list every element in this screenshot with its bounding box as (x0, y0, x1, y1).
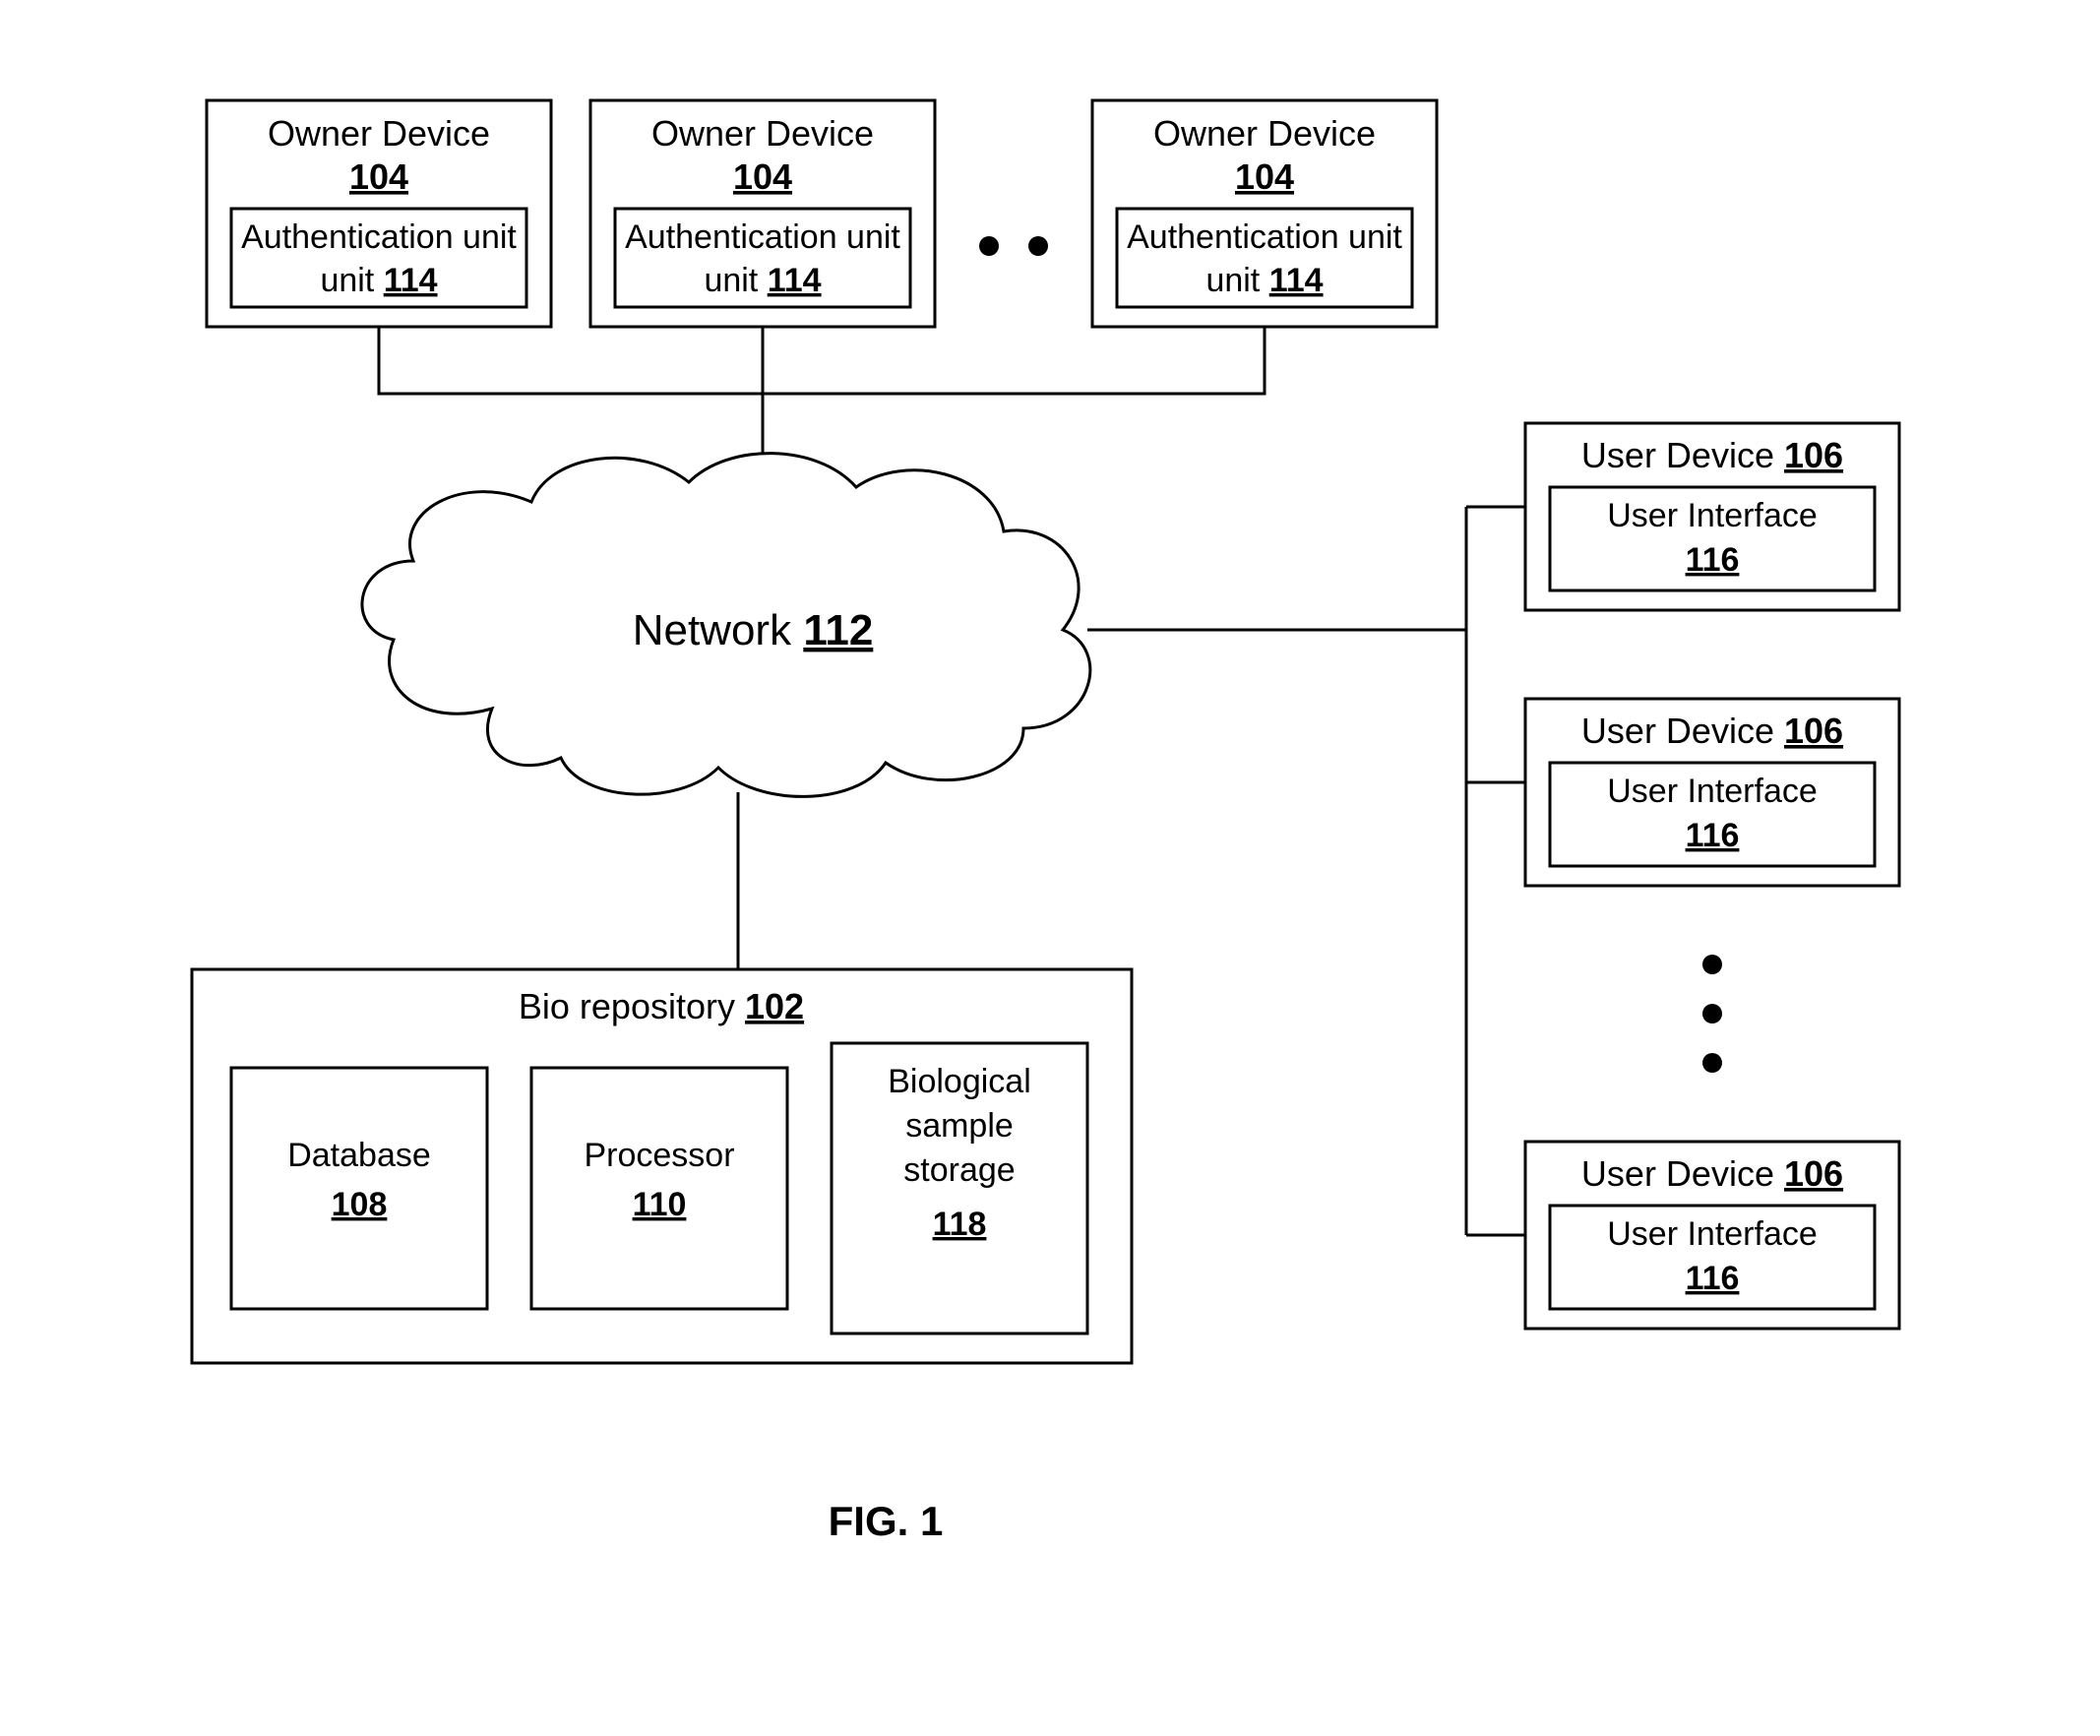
user-device-2: User Device 106 User Interface 116 (1525, 699, 1899, 886)
owner-device-3: Owner Device 104 Authentication unit uni… (1092, 100, 1437, 327)
bio-repository: Bio repository 102 Database 108 Processo… (192, 969, 1132, 1363)
bio-processor-ref: 110 (633, 1186, 687, 1223)
bio-storage-label2: sample (905, 1107, 1014, 1145)
user-device-1-title: User Device 106 (1581, 435, 1843, 475)
owner-device-3-title: Owner Device (1153, 113, 1376, 154)
ellipsis-dot-icon (1702, 1004, 1722, 1023)
bio-processor-label: Processor (584, 1137, 734, 1174)
svg-text:unit 114: unit 114 (1205, 262, 1323, 299)
user-device-3-ui-ref: 116 (1686, 1260, 1740, 1297)
user-device-2-title: User Device 106 (1581, 711, 1843, 751)
user-device-3-title: User Device 106 (1581, 1153, 1843, 1194)
system-diagram: Owner Device 104 Authentication unit uni… (0, 0, 2100, 1736)
svg-text:unit 114: unit 114 (320, 262, 437, 299)
bio-storage-label1: Biological (888, 1063, 1031, 1100)
owner-device-1-auth-label: Authentication unit (241, 218, 517, 256)
owner-bus-connector (379, 327, 1265, 394)
network-label: Network 112 (633, 606, 874, 654)
user-device-2-ui-label: User Interface (1607, 773, 1818, 810)
ellipsis-dot-icon (1702, 955, 1722, 974)
network-cloud: Network 112 (362, 454, 1090, 797)
bio-repository-title: Bio repository 102 (519, 986, 804, 1026)
user-device-1: User Device 106 User Interface 116 (1525, 423, 1899, 610)
user-device-2-ui-ref: 116 (1686, 817, 1740, 854)
user-device-1-ui-ref: 116 (1686, 541, 1740, 579)
bio-database-label: Database (287, 1137, 431, 1174)
ellipsis-dot-icon (1028, 236, 1048, 256)
owner-device-2: Owner Device 104 Authentication unit uni… (590, 100, 935, 327)
bio-database-ref: 108 (332, 1186, 388, 1223)
owner-device-1-auth-ref: 114 (384, 262, 438, 299)
owner-device-2-ref: 104 (733, 156, 792, 197)
owner-device-1: Owner Device 104 Authentication unit uni… (207, 100, 551, 327)
bio-storage-label3: storage (903, 1151, 1015, 1189)
owner-device-2-auth-ref: 114 (768, 262, 822, 299)
bio-storage-ref: 118 (933, 1206, 987, 1243)
owner-device-2-title: Owner Device (651, 113, 874, 154)
owner-device-3-auth-ref: 114 (1269, 262, 1324, 299)
figure-caption: FIG. 1 (829, 1498, 944, 1544)
svg-text:unit 114: unit 114 (704, 262, 821, 299)
user-device-3-ui-label: User Interface (1607, 1215, 1818, 1253)
user-device-1-ui-label: User Interface (1607, 497, 1818, 534)
user-device-3: User Device 106 User Interface 116 (1525, 1142, 1899, 1329)
owner-device-3-auth-label: Authentication unit (1127, 218, 1402, 256)
owner-device-1-ref: 104 (349, 156, 408, 197)
ellipsis-dot-icon (1702, 1053, 1722, 1073)
ellipsis-dot-icon (979, 236, 999, 256)
owner-device-2-auth-label: Authentication unit (625, 218, 900, 256)
owner-device-3-ref: 104 (1235, 156, 1294, 197)
owner-device-1-title: Owner Device (268, 113, 490, 154)
